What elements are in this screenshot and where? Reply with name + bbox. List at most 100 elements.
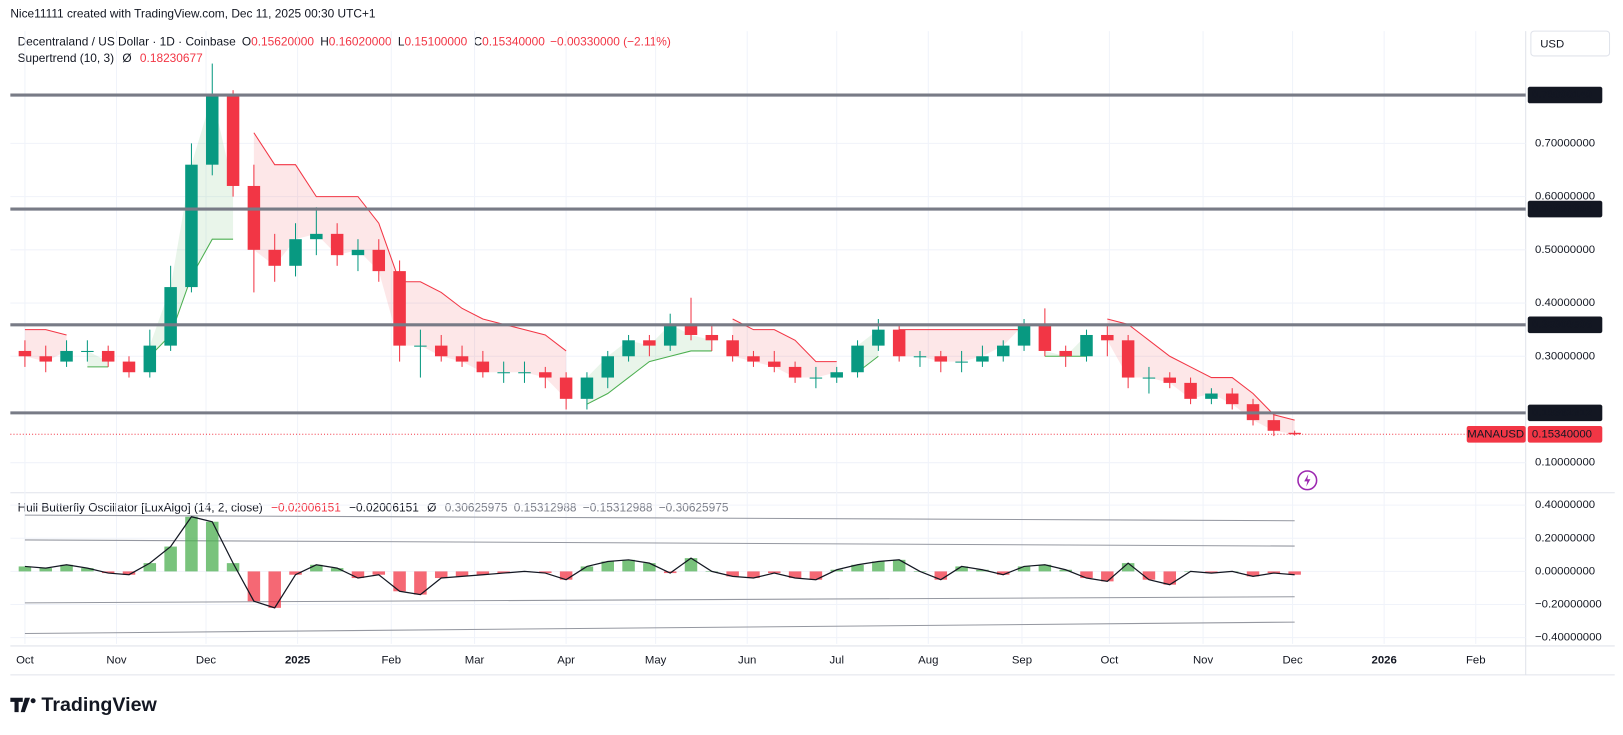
histogram-bar	[1059, 569, 1072, 572]
candle-body	[1017, 324, 1031, 346]
candle-body	[330, 233, 344, 256]
y-tick-label: 0.70000000	[1535, 137, 1595, 149]
candle-body	[1288, 432, 1301, 435]
histogram-bar	[580, 566, 594, 572]
candle-body	[164, 287, 177, 346]
candle-body	[247, 185, 261, 250]
histogram-bar	[455, 571, 469, 577]
candle-body	[1184, 382, 1197, 399]
ohlc-label: L	[398, 35, 405, 49]
histogram-bar	[1163, 571, 1177, 585]
level-label-box	[1527, 86, 1603, 104]
band-line	[24, 539, 1295, 547]
y-tick-label: 0.30000000	[1535, 350, 1595, 362]
level-label-box	[1527, 404, 1603, 422]
level-label: 0.35909596	[1532, 319, 1592, 331]
histogram-bar	[372, 571, 386, 575]
candle-body	[601, 356, 614, 378]
trend-fill	[253, 132, 567, 399]
histogram-bar	[663, 571, 677, 574]
histogram-bar	[539, 571, 552, 574]
histogram-bar	[330, 568, 344, 572]
alert-icon[interactable]	[1297, 470, 1318, 491]
histogram-bar	[310, 564, 323, 572]
ohlc-label: H	[320, 35, 329, 49]
level-label: 0.57657994	[1532, 203, 1593, 215]
histogram-bar	[1121, 563, 1135, 572]
candle-body	[976, 356, 989, 362]
candle-body	[622, 340, 635, 357]
histogram-bar	[726, 571, 739, 577]
candle-body	[747, 356, 760, 362]
y-tick-label: 0.50000000	[1535, 244, 1595, 256]
candle-body	[663, 324, 677, 346]
indicator-header: Supertrend (10, 3) Ø 0.18230677	[18, 51, 204, 65]
oscillator-name: Hull Butterfly Oscillator [LuxAlgo] (14,…	[18, 500, 263, 514]
oscillator-readout: 0.30625975	[445, 500, 508, 514]
candle-body	[39, 356, 52, 362]
histogram-bar	[684, 558, 698, 572]
histogram-bar	[1246, 571, 1260, 577]
histogram-bar	[1038, 564, 1052, 572]
candle-body	[497, 372, 510, 374]
histogram-bar	[976, 569, 989, 572]
histogram-bar	[351, 571, 365, 579]
candle-body	[372, 249, 386, 272]
candle-body	[414, 345, 427, 347]
histogram-bar	[268, 571, 281, 608]
change: −0.00330000 (−2.11%)	[550, 35, 671, 49]
oscillator-readout: Ø	[427, 500, 436, 514]
histogram-bar	[1080, 571, 1093, 579]
watermark: Nice11111 created with TradingView.com, …	[10, 7, 376, 21]
x-tick-label: May	[645, 654, 667, 666]
histogram-bar	[768, 571, 781, 574]
histogram-bar	[497, 571, 510, 574]
histogram-bar	[559, 571, 573, 580]
brand: TradingView	[41, 694, 157, 716]
candle-body	[310, 233, 323, 240]
candle-body	[1080, 334, 1093, 357]
x-tick-label: Oct	[1101, 654, 1120, 666]
histogram-bar	[206, 521, 219, 572]
trend-fill	[586, 324, 712, 405]
oscillator-readout: −0.15312988	[583, 500, 653, 514]
candle-body	[1225, 393, 1239, 405]
candle-body	[18, 350, 32, 357]
y-tick-label: 0.00000000	[1535, 565, 1595, 577]
y-tick-label: 0.20000000	[1535, 532, 1595, 544]
last-price-box	[1527, 426, 1603, 443]
histogram-bar	[476, 571, 490, 575]
level-label-box	[1527, 200, 1603, 218]
candle-body	[268, 249, 281, 266]
histogram-bar	[1288, 571, 1301, 575]
x-tick-label: Nov	[106, 654, 127, 666]
candle-body	[559, 377, 573, 399]
histogram-bar	[289, 571, 302, 575]
candle-body	[955, 361, 968, 363]
histogram-bar	[1142, 571, 1156, 580]
oscillator-header: Hull Butterfly Oscillator [LuxAlgo] (14,…	[18, 500, 729, 514]
candle-body	[872, 329, 885, 346]
histogram-bar	[122, 571, 136, 575]
symbol-title: Decentraland / US Dollar · 1D · Coinbase	[18, 35, 236, 49]
candle-body	[913, 356, 927, 358]
candle-body	[226, 95, 240, 186]
candle-body	[518, 372, 531, 374]
y-tick-label: −0.40000000	[1535, 632, 1602, 644]
candle-body	[851, 345, 864, 373]
histogram-bar	[1267, 571, 1281, 574]
candle-body	[289, 239, 302, 266]
candle-body	[185, 164, 198, 288]
level-label: 0.19362812	[1532, 407, 1592, 419]
candle-body	[81, 350, 94, 352]
indicator-name: Supertrend (10, 3)	[18, 51, 115, 65]
x-tick-label: Jul	[829, 654, 844, 666]
histogram-bar	[60, 564, 73, 572]
histogram-bar	[934, 571, 948, 580]
histogram-bar	[809, 571, 823, 580]
histogram-bar	[1205, 571, 1218, 574]
histogram-bar	[643, 563, 656, 572]
histogram-bar	[747, 571, 760, 579]
histogram-bar	[434, 571, 448, 579]
